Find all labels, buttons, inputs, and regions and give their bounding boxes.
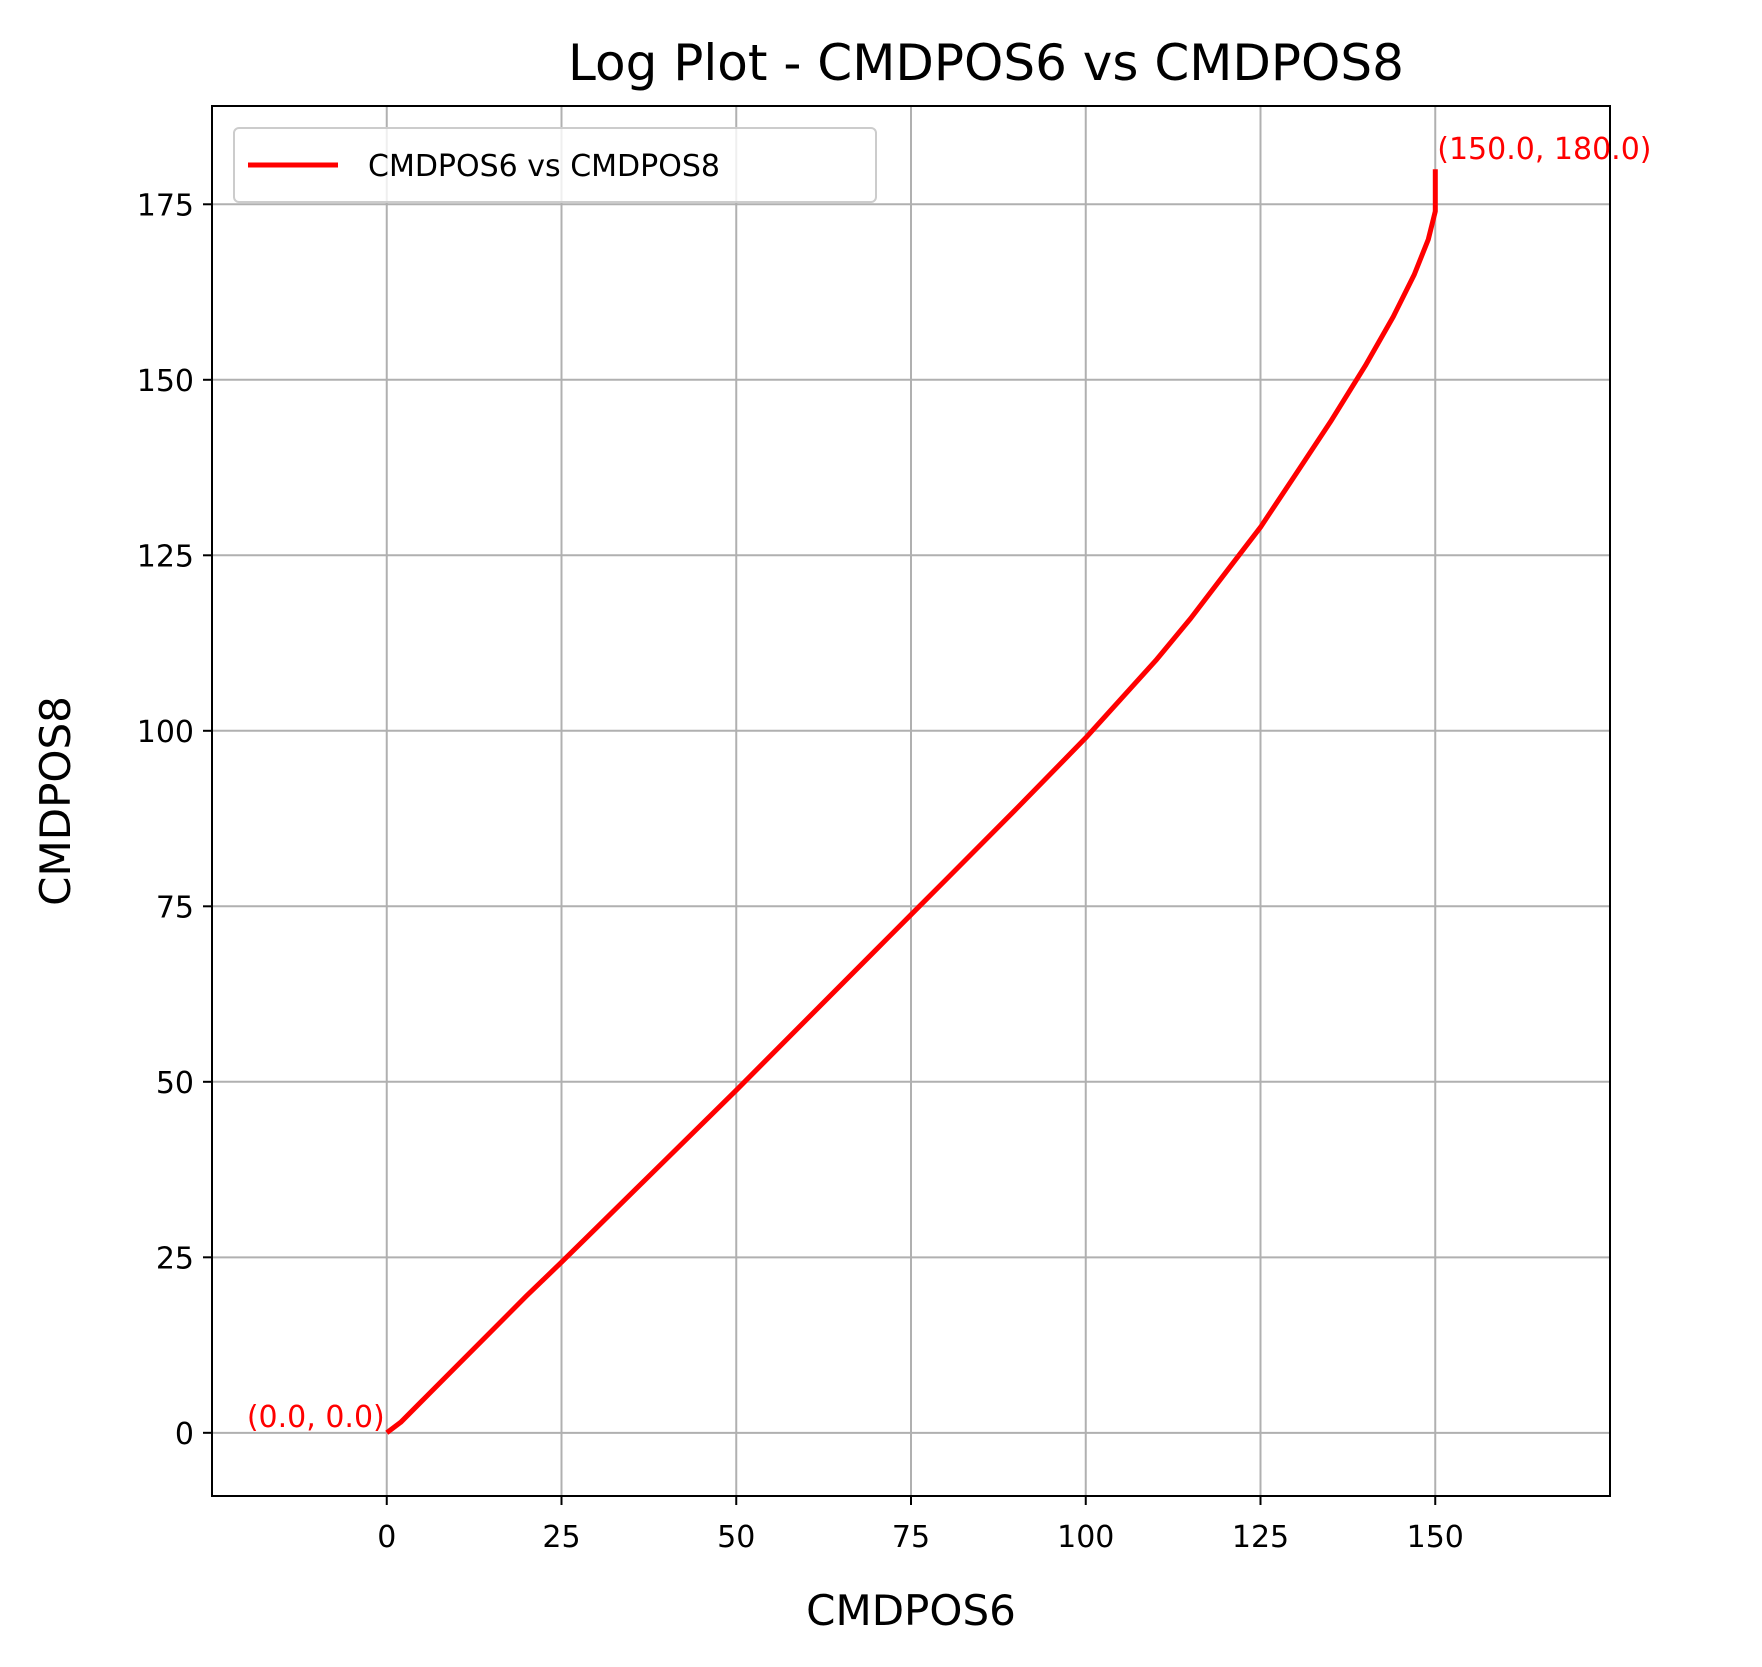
legend: CMDPOS6 vs CMDPOS8 xyxy=(233,127,877,203)
y-axis-label: CMDPOS8 xyxy=(31,696,80,906)
x-tick-label: 75 xyxy=(892,1520,930,1555)
x-axis-label: CMDPOS6 xyxy=(806,1586,1016,1635)
point-annotation: (150.0, 180.0) xyxy=(1437,132,1651,167)
grid xyxy=(212,106,1610,1496)
y-tick-label: 175 xyxy=(137,188,194,223)
y-tick-label: 125 xyxy=(137,539,194,574)
y-tick-label: 50 xyxy=(156,1066,194,1101)
series-layer xyxy=(385,169,1438,1435)
x-tick-label: 25 xyxy=(542,1520,580,1555)
annotations: (0.0, 0.0) (150.0, 180.0) xyxy=(247,132,1652,1435)
x-tick-label: 125 xyxy=(1232,1520,1289,1555)
chart-title: Log Plot - CMDPOS6 vs CMDPOS8 xyxy=(568,34,1404,92)
legend-box xyxy=(233,127,877,203)
x-tick-label: 100 xyxy=(1057,1520,1114,1555)
legend-entry-label: CMDPOS6 vs CMDPOS8 xyxy=(368,149,720,184)
x-tick-label: 0 xyxy=(377,1520,396,1555)
x-tick-label: 50 xyxy=(717,1520,755,1555)
point-annotation: (0.0, 0.0) xyxy=(247,1400,385,1435)
y-tick-label: 100 xyxy=(137,715,194,750)
ticks: 0 25 50 75 100 125 150 0 25 50 75 100 125 150 175 xyxy=(137,188,1464,1555)
y-tick-label: 150 xyxy=(137,364,194,399)
y-tick-label: 75 xyxy=(156,890,194,925)
y-tick-label: 0 xyxy=(175,1417,194,1452)
series-line xyxy=(385,169,1438,1435)
y-tick-label: 25 xyxy=(156,1241,194,1276)
x-tick-label: 150 xyxy=(1407,1520,1464,1555)
